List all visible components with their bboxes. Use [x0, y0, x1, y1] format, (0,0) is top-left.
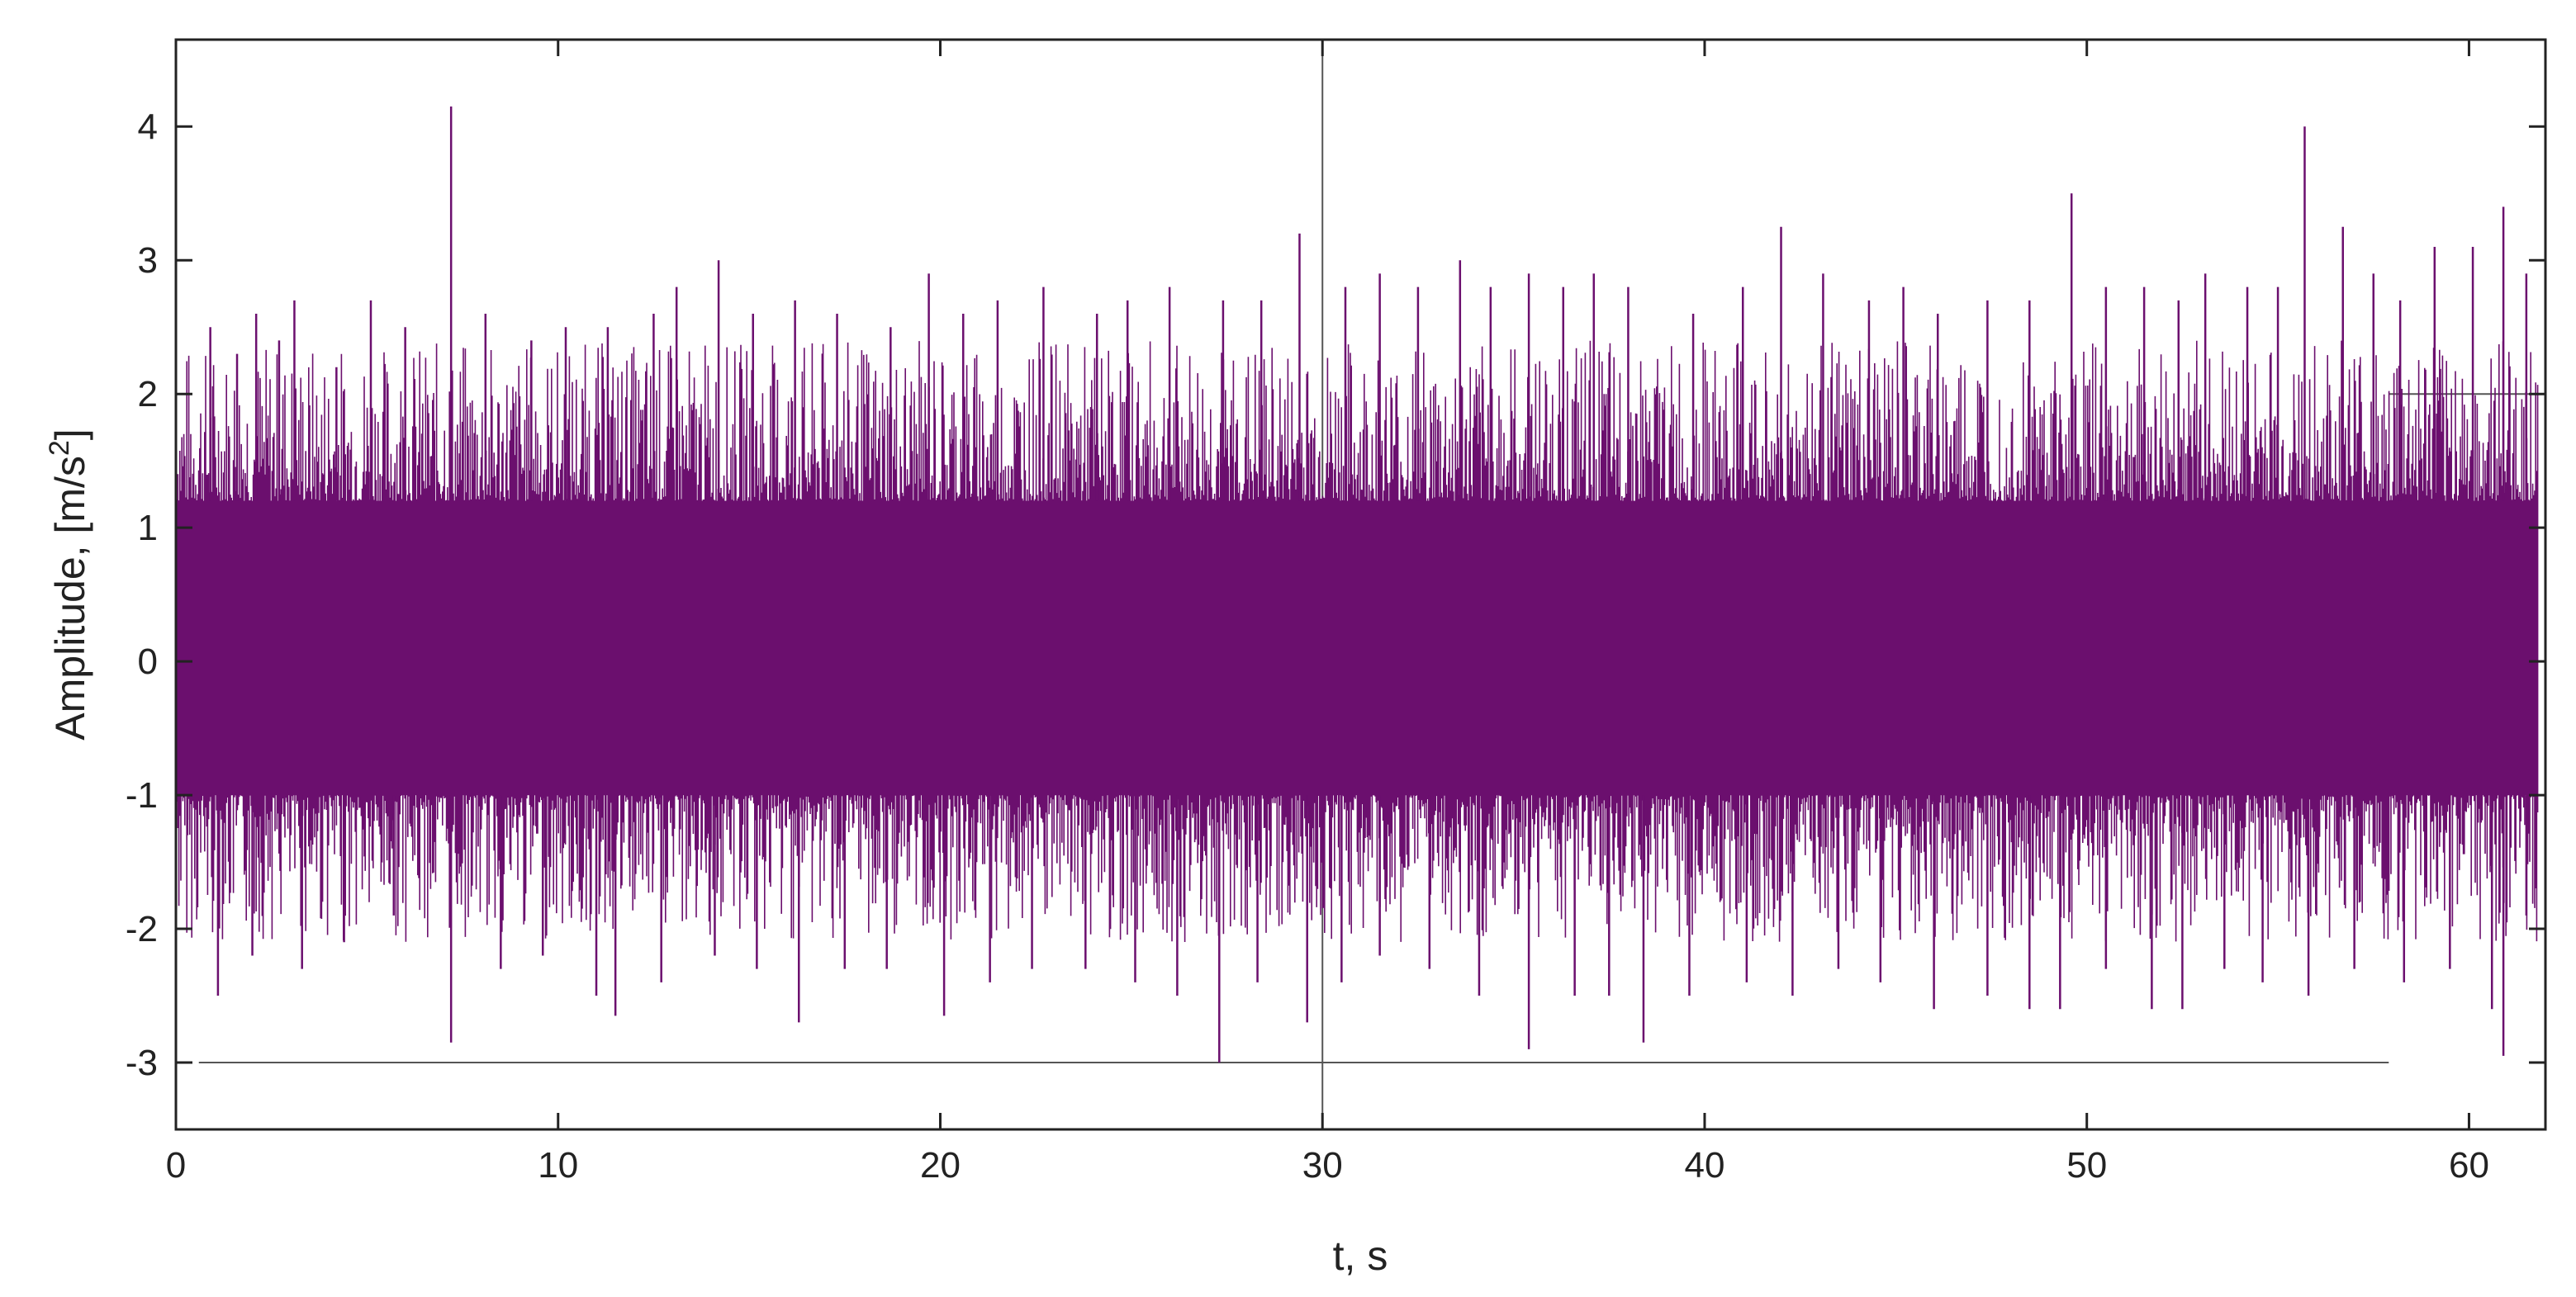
y-tick-label: -1 [126, 775, 158, 816]
y-tick-label: -3 [126, 1043, 158, 1083]
x-tick-label: 60 [2449, 1145, 2489, 1186]
x-tick-label: 40 [1684, 1145, 1724, 1186]
x-axis-title: t, s [1333, 1233, 1388, 1279]
x-tick-label: 50 [2066, 1145, 2107, 1186]
plot-frame [174, 38, 2547, 1131]
x-tick-label: 30 [1302, 1145, 1343, 1186]
y-tick-label: -2 [126, 909, 158, 949]
x-axis-ticks: 0 10 20 30 40 50 60 [166, 40, 2489, 1186]
y-axis-ticks: -3 -2 -1 0 1 2 3 4 [126, 107, 2545, 1083]
y-axis-title-superscript: 2 [44, 440, 75, 456]
y-tick-label: 1 [138, 508, 158, 548]
x-tick-label: 10 [538, 1145, 578, 1186]
y-axis-title-suffix: ] [47, 428, 93, 440]
y-tick-label: 2 [138, 374, 158, 414]
y-tick-label: 3 [138, 240, 158, 281]
y-tick-label: 4 [138, 107, 158, 147]
y-axis-title: Amplitude, [m/s2] [44, 428, 93, 740]
y-tick-label: 0 [138, 641, 158, 682]
x-tick-label: 20 [920, 1145, 961, 1186]
signal-series [175, 106, 2539, 1063]
x-tick-label: 0 [166, 1145, 186, 1186]
y-axis-title-main: Amplitude, [m/s [47, 456, 93, 741]
